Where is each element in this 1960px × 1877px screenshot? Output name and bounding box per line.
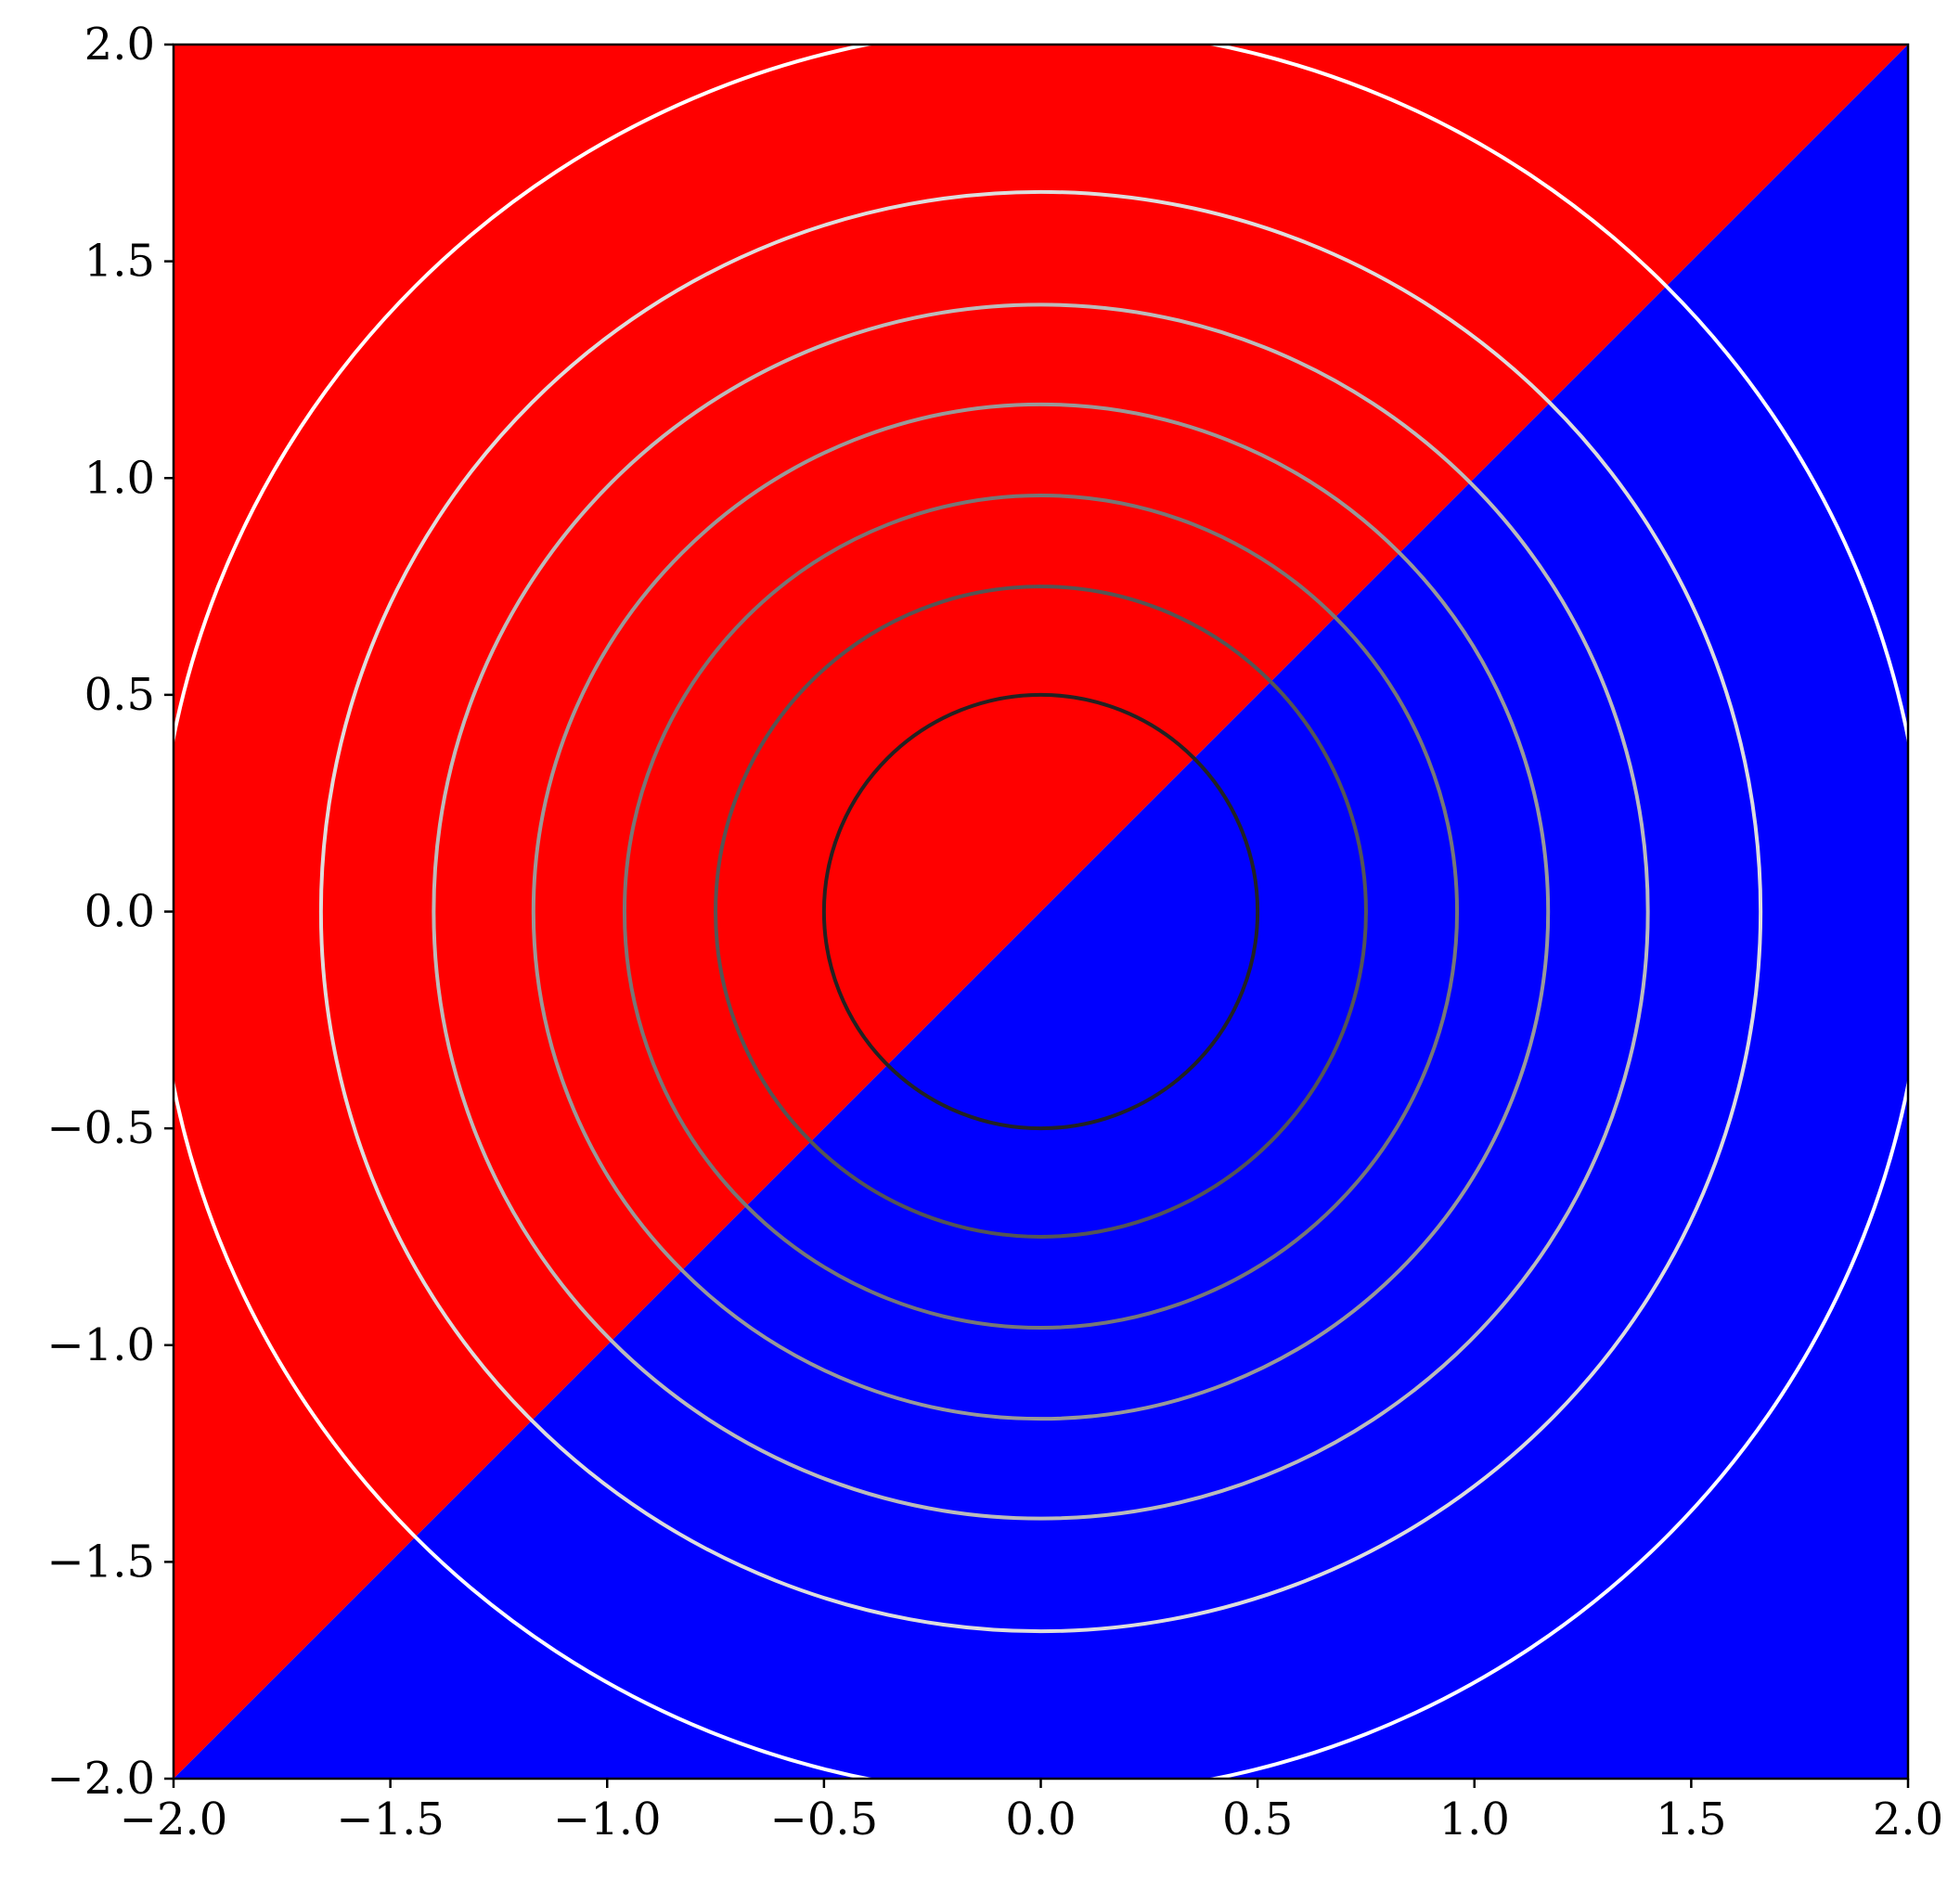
region-below-diagonal [174,45,1908,1779]
x-tick-label: 0.0 [1005,1793,1076,1845]
x-axis: −2.0 −1.5 −1.0 −0.5 0.0 0.5 1.0 1.5 2.0 [120,1779,1943,1845]
x-tick-label: 1.5 [1656,1793,1726,1845]
x-tick-label: 2.0 [1873,1793,1943,1845]
y-tick-label: 1.5 [84,236,155,288]
x-tick-label: −1.0 [553,1793,662,1845]
y-tick-label: 2.0 [84,19,155,71]
contour-ring-4 [531,402,1551,1421]
y-tick-label: −1.0 [46,1319,155,1371]
contour-ring-2 [714,585,1368,1239]
y-tick-label: 1.0 [84,452,155,504]
y-tick-label: −2.0 [46,1753,155,1805]
contour-ring-3 [622,493,1460,1331]
y-tick-label: 0.0 [84,886,155,938]
y-tick-label: −1.5 [46,1536,155,1588]
x-tick-label: 0.5 [1222,1793,1293,1845]
y-tick-label: −0.5 [46,1102,155,1154]
x-tick-label: −1.5 [336,1793,445,1845]
x-tick-label: 1.0 [1439,1793,1510,1845]
x-tick-label: −2.0 [120,1793,228,1845]
contour-lines [174,45,1908,1779]
contour-ring-5 [432,302,1650,1521]
contour-ring-6 [318,189,1763,1634]
background-regions [174,45,1908,1779]
x-tick-label: −0.5 [770,1793,879,1845]
y-tick-label: 0.5 [84,669,155,721]
contour-ring-1 [821,692,1260,1131]
y-axis: 2.0 1.5 1.0 0.5 0.0 −0.5 −1.0 −1.5 −2.0 [46,19,174,1805]
